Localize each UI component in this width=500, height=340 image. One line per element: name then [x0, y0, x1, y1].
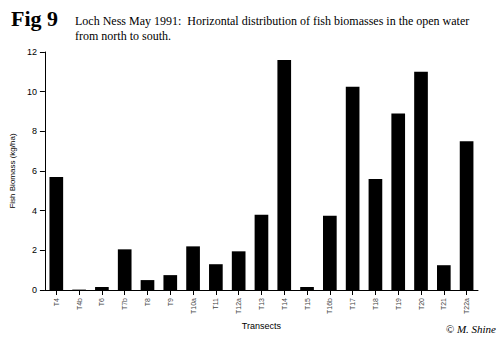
svg-text:T21: T21	[440, 298, 447, 310]
svg-text:Fig 9: Fig 9	[11, 6, 58, 31]
svg-text:from north to south.: from north to south.	[75, 29, 171, 43]
svg-text:T6: T6	[98, 298, 105, 306]
svg-text:12: 12	[27, 47, 37, 57]
svg-text:T13: T13	[258, 298, 265, 310]
svg-text:8: 8	[32, 126, 37, 136]
svg-text:2: 2	[32, 245, 37, 255]
svg-text:Fish Biomass (kg/ha): Fish Biomass (kg/ha)	[8, 133, 17, 208]
svg-text:T8: T8	[144, 298, 151, 306]
svg-text:T10a: T10a	[190, 298, 197, 314]
svg-text:Loch Ness May 1991: Horizonta: Loch Ness May 1991: Horizontal distribut…	[75, 14, 472, 28]
svg-text:T19: T19	[395, 298, 402, 310]
svg-text:T22a: T22a	[463, 298, 470, 314]
svg-text:6: 6	[32, 166, 37, 176]
svg-text:0: 0	[32, 285, 37, 295]
svg-text:T11: T11	[212, 298, 219, 310]
svg-text:T4b: T4b	[76, 298, 83, 310]
svg-text:T12a: T12a	[235, 298, 242, 314]
svg-text:T9: T9	[167, 298, 174, 306]
svg-text:10: 10	[27, 87, 37, 97]
svg-text:T14: T14	[281, 298, 288, 310]
svg-text:© M. Shine: © M. Shine	[446, 323, 496, 335]
svg-text:T17: T17	[349, 298, 356, 310]
svg-text:T18: T18	[372, 298, 379, 310]
svg-text:T15: T15	[304, 298, 311, 310]
svg-text:T16b: T16b	[326, 298, 333, 314]
svg-text:T4: T4	[53, 298, 60, 306]
svg-text:T7b: T7b	[121, 298, 128, 310]
svg-text:4: 4	[32, 206, 37, 216]
svg-text:Transects: Transects	[242, 321, 282, 331]
svg-text:T20: T20	[418, 298, 425, 310]
